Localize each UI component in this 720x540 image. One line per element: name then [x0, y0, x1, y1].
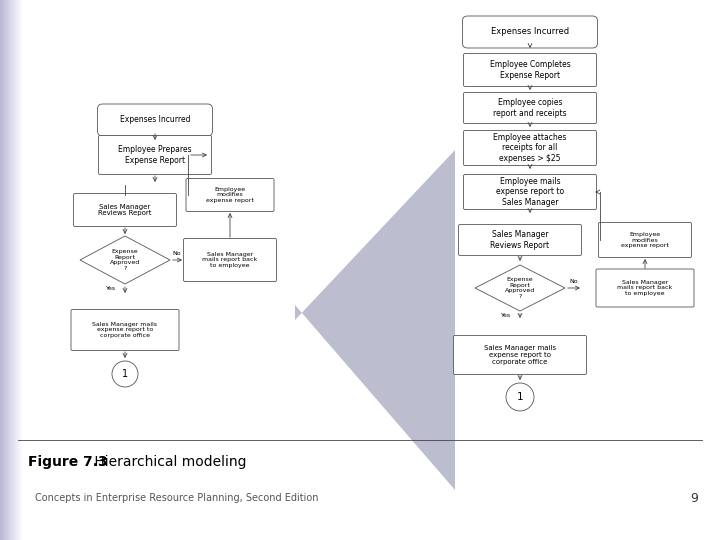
- Text: Expenses Incurred: Expenses Incurred: [491, 28, 569, 37]
- FancyBboxPatch shape: [99, 136, 212, 174]
- Bar: [13, 0, 14, 540]
- Text: Employee Prepares
Expense Report: Employee Prepares Expense Report: [118, 145, 192, 165]
- Bar: [10, 0, 11, 540]
- FancyBboxPatch shape: [459, 225, 582, 255]
- Text: Sales Manager
Reviews Report: Sales Manager Reviews Report: [98, 204, 152, 217]
- Bar: [5, 0, 6, 540]
- Bar: [19, 0, 20, 540]
- Polygon shape: [80, 236, 170, 284]
- FancyBboxPatch shape: [184, 239, 276, 281]
- Text: 1: 1: [517, 392, 523, 402]
- Text: Employee copies
report and receipts: Employee copies report and receipts: [493, 98, 567, 118]
- Bar: [16, 0, 17, 540]
- Circle shape: [506, 383, 534, 411]
- Polygon shape: [475, 265, 565, 311]
- Text: 1: 1: [122, 369, 128, 379]
- FancyBboxPatch shape: [462, 16, 598, 48]
- FancyBboxPatch shape: [464, 131, 596, 165]
- Text: Expenses Incurred: Expenses Incurred: [120, 116, 190, 125]
- Bar: [21, 0, 22, 540]
- Text: Concepts in Enterprise Resource Planning, Second Edition: Concepts in Enterprise Resource Planning…: [35, 493, 318, 503]
- Text: No: No: [570, 279, 578, 284]
- Text: Employee
modifies
expense report: Employee modifies expense report: [206, 187, 254, 203]
- Bar: [0, 0, 1, 540]
- Bar: [9, 0, 10, 540]
- FancyBboxPatch shape: [454, 335, 587, 375]
- FancyBboxPatch shape: [97, 104, 212, 136]
- Circle shape: [112, 361, 138, 387]
- Text: Employee Completes
Expense Report: Employee Completes Expense Report: [490, 60, 570, 80]
- Text: Expense
Report
Approved
?: Expense Report Approved ?: [110, 249, 140, 271]
- FancyBboxPatch shape: [186, 179, 274, 212]
- Bar: [1, 0, 2, 540]
- Text: Sales Manager
mails report back
to employee: Sales Manager mails report back to emplo…: [202, 252, 258, 268]
- Bar: [4, 0, 5, 540]
- FancyBboxPatch shape: [73, 193, 176, 226]
- Bar: [3, 0, 4, 540]
- FancyBboxPatch shape: [464, 53, 596, 86]
- FancyBboxPatch shape: [464, 92, 596, 124]
- Text: Sales Manager
mails report back
to employee: Sales Manager mails report back to emplo…: [617, 280, 672, 296]
- Text: Employee mails
expense report to
Sales Manager: Employee mails expense report to Sales M…: [496, 177, 564, 207]
- Text: 9: 9: [690, 491, 698, 504]
- Text: Employee attaches
receipts for all
expenses > $25: Employee attaches receipts for all expen…: [493, 133, 567, 163]
- Bar: [8, 0, 9, 540]
- FancyBboxPatch shape: [71, 309, 179, 350]
- Text: Figure 7.3: Figure 7.3: [28, 455, 107, 469]
- Text: Expense
Report
Approved
?: Expense Report Approved ?: [505, 277, 535, 299]
- Text: Sales Manager
Reviews Report: Sales Manager Reviews Report: [490, 230, 549, 249]
- Polygon shape: [295, 150, 455, 490]
- Bar: [12, 0, 13, 540]
- Bar: [20, 0, 21, 540]
- Bar: [15, 0, 16, 540]
- Text: Employee
modifies
expense report: Employee modifies expense report: [621, 232, 669, 248]
- Text: Yes: Yes: [501, 313, 511, 318]
- Text: Sales Manager mails
expense report to
corporate office: Sales Manager mails expense report to co…: [92, 322, 158, 338]
- Bar: [2, 0, 3, 540]
- Text: Sales Manager mails
expense report to
corporate office: Sales Manager mails expense report to co…: [484, 345, 556, 365]
- FancyBboxPatch shape: [464, 174, 596, 210]
- Bar: [7, 0, 8, 540]
- Bar: [14, 0, 15, 540]
- Bar: [6, 0, 7, 540]
- FancyBboxPatch shape: [598, 222, 691, 258]
- FancyBboxPatch shape: [596, 269, 694, 307]
- Bar: [11, 0, 12, 540]
- Text: No: No: [173, 251, 181, 256]
- Bar: [17, 0, 18, 540]
- Bar: [18, 0, 19, 540]
- Text: Yes: Yes: [106, 286, 116, 291]
- Text: Hierarchical modeling: Hierarchical modeling: [90, 455, 246, 469]
